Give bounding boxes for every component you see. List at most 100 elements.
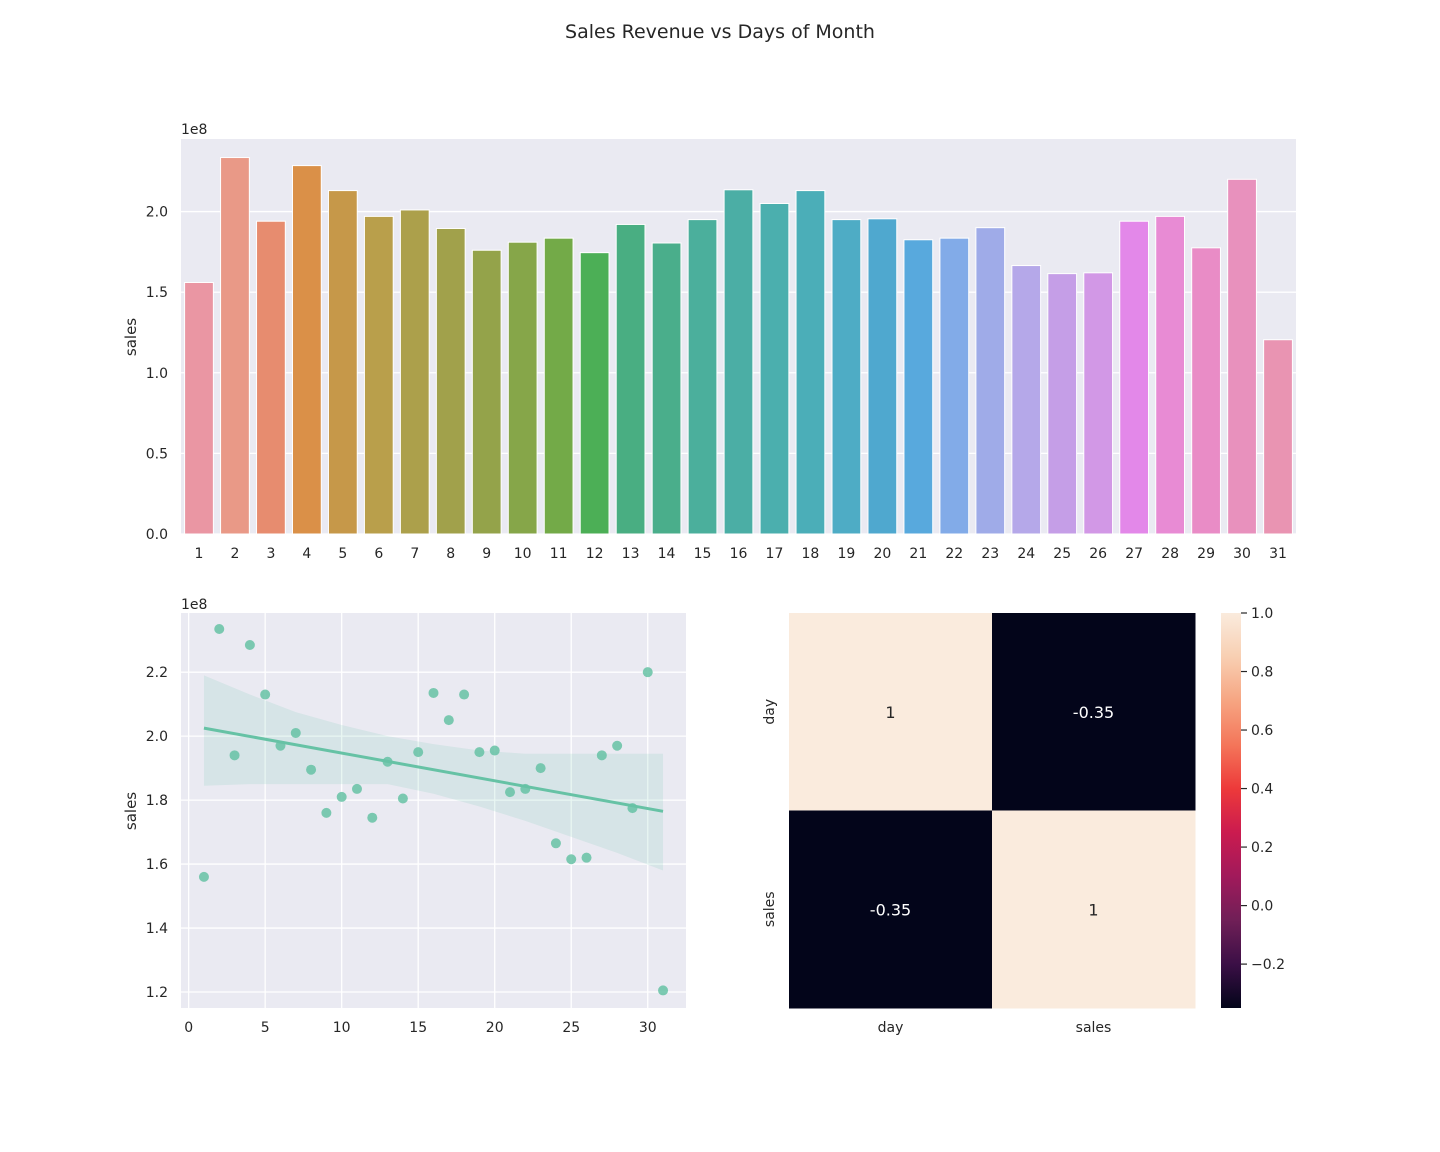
bar-day-29 (1191, 247, 1221, 535)
bar-day-20 (867, 218, 898, 535)
colorbar (1221, 613, 1241, 1008)
bar-x-tick-label: 16 (730, 546, 748, 562)
scatter-y-tick-label: 2.0 (146, 729, 168, 745)
scatter-point-day-1 (198, 871, 209, 882)
scatter-y-tick-label: 1.6 (146, 857, 168, 873)
bar-x-tick-label: 11 (550, 546, 568, 562)
scatter-point-day-16 (428, 687, 439, 698)
colorbar-ticks: 1.0 0.8 0.6 0.4 0.2 0.0 −0.2 (1241, 606, 1285, 973)
confidence-band-area (203, 675, 664, 871)
scatter-point-day-31 (658, 985, 669, 996)
scatter-point-day-9 (321, 807, 332, 818)
regression-line (203, 726, 664, 813)
scatter-chart-offset-label: 1e8 (181, 597, 207, 613)
bar-x-tick-label: 8 (446, 546, 455, 562)
bar-day-16 (723, 189, 754, 535)
bar-x-tick-label: 27 (1125, 546, 1143, 562)
colorbar-tick-label: 0.2 (1251, 840, 1273, 856)
regression-confidence-band (203, 675, 664, 871)
scatter-x-tick-label: 10 (333, 1020, 351, 1036)
bar-x-tick-label: 31 (1269, 546, 1287, 562)
bar-day-3 (256, 220, 286, 535)
scatter-chart-panel: 1.2 1.4 1.6 1.8 2.0 2.2 0 5 10 15 20 25 30 1e8 sale… (122, 597, 686, 1036)
bar-day-14 (651, 242, 682, 535)
bar-x-tick-label: 26 (1089, 546, 1107, 562)
bar-day-11 (543, 237, 574, 535)
bar-y-tick-label: 0.0 (146, 527, 168, 543)
scatter-point-day-3 (229, 750, 240, 761)
scatter-point-day-21 (505, 787, 516, 798)
scatter-point-day-30 (642, 667, 653, 678)
bar-day-27 (1119, 220, 1150, 535)
bar-day-15 (687, 219, 718, 535)
regression-fit-line (203, 726, 664, 813)
bar-chart-x-ticks: 1 2 3 4 5 6 7 8 9 10 11 12 13 14 15 16 17 18 19 20 21 22 23 24 2… (195, 546, 1287, 562)
bar-day-5 (327, 190, 358, 535)
scatter-x-tick-label: 0 (184, 1020, 193, 1036)
scatter-y-tick-label: 1.8 (146, 793, 168, 809)
bar-x-tick-label: 6 (374, 546, 383, 562)
colorbar-tick-label: 0.6 (1251, 723, 1273, 739)
scatter-point-day-24 (550, 838, 561, 849)
scatter-point-day-23 (535, 763, 546, 774)
bar-day-26 (1083, 272, 1114, 535)
bar-x-tick-label: 14 (658, 546, 676, 562)
scatter-x-tick-label: 30 (639, 1020, 657, 1036)
bar-chart-offset-label: 1e8 (181, 122, 207, 138)
colorbar-tick-label: 1.0 (1251, 606, 1273, 622)
scatter-x-tick-label: 25 (562, 1020, 580, 1036)
scatter-chart-y-ticks: 1.2 1.4 1.6 1.8 2.0 2.2 (146, 665, 168, 1001)
bar-y-tick-label: 1.5 (146, 285, 168, 301)
bar-x-tick-label: 7 (410, 546, 419, 562)
scatter-point-day-14 (397, 793, 408, 804)
heatmap-cells: 1 -0.35 -0.35 1 (789, 613, 1196, 1009)
bar-day-8 (435, 227, 466, 535)
heatmap-cell-day-day (789, 613, 993, 811)
heatmap-cell-day-sales (992, 613, 1196, 811)
heatmap-col-label: day (878, 1020, 904, 1036)
bar-chart-y-ticks: 0.0 0.5 1.0 1.5 2.0 (146, 205, 168, 543)
scatter-point-day-25 (566, 854, 577, 865)
bar-x-tick-label: 22 (945, 546, 963, 562)
colorbar-tick-label: 0.4 (1251, 782, 1273, 798)
bar-x-tick-label: 5 (338, 546, 347, 562)
scatter-x-tick-label: 20 (486, 1020, 504, 1036)
bar-day-21 (903, 239, 934, 535)
colorbar-tick-label: −0.2 (1251, 957, 1285, 973)
bar-x-tick-label: 29 (1197, 546, 1215, 562)
bar-day-4 (292, 165, 322, 535)
heatmap-row-label: day (762, 699, 778, 725)
bar-chart-panel: 0.00.51.01.52.0 1 2 3 4 5 6 7 8 9 10 11 12 13 14 15 16 1… (122, 122, 1296, 562)
bar-day-28 (1155, 215, 1186, 535)
bar-x-tick-label: 23 (981, 546, 999, 562)
scatter-point-day-5 (260, 689, 271, 700)
bar-chart-bars (184, 157, 1293, 535)
bar-x-tick-label: 21 (909, 546, 927, 562)
bar-x-tick-label: 15 (694, 546, 712, 562)
bar-x-tick-label: 17 (766, 546, 784, 562)
bar-x-tick-label: 10 (514, 546, 532, 562)
bar-day-19 (831, 219, 862, 535)
scatter-point-day-12 (367, 812, 378, 823)
scatter-point-day-10 (336, 791, 347, 802)
bar-day-17 (759, 202, 790, 535)
bar-x-tick-label: 4 (302, 546, 311, 562)
heatmap-col-label: sales (1076, 1020, 1112, 1036)
heatmap-annotation: -0.35 (870, 900, 911, 919)
bar-day-30 (1227, 178, 1257, 535)
colorbar-tick-label: 0.8 (1251, 665, 1273, 681)
scatter-point-day-8 (306, 764, 317, 775)
heatmap-cell-sales-sales (992, 810, 1196, 1009)
heatmap-cell-sales-day (789, 810, 993, 1009)
bar-x-tick-label: 19 (837, 546, 855, 562)
scatter-point-day-28 (612, 740, 623, 751)
scatter-point-day-7 (290, 727, 301, 738)
bar-day-31 (1263, 339, 1293, 535)
bar-day-18 (795, 190, 826, 535)
scatter-points (198, 623, 669, 996)
bar-x-tick-label: 13 (622, 546, 640, 562)
bar-x-tick-label: 3 (266, 546, 275, 562)
bar-y-tick-label: 0.5 (146, 446, 168, 462)
bar-y-tick-label: 2.0 (146, 205, 168, 221)
